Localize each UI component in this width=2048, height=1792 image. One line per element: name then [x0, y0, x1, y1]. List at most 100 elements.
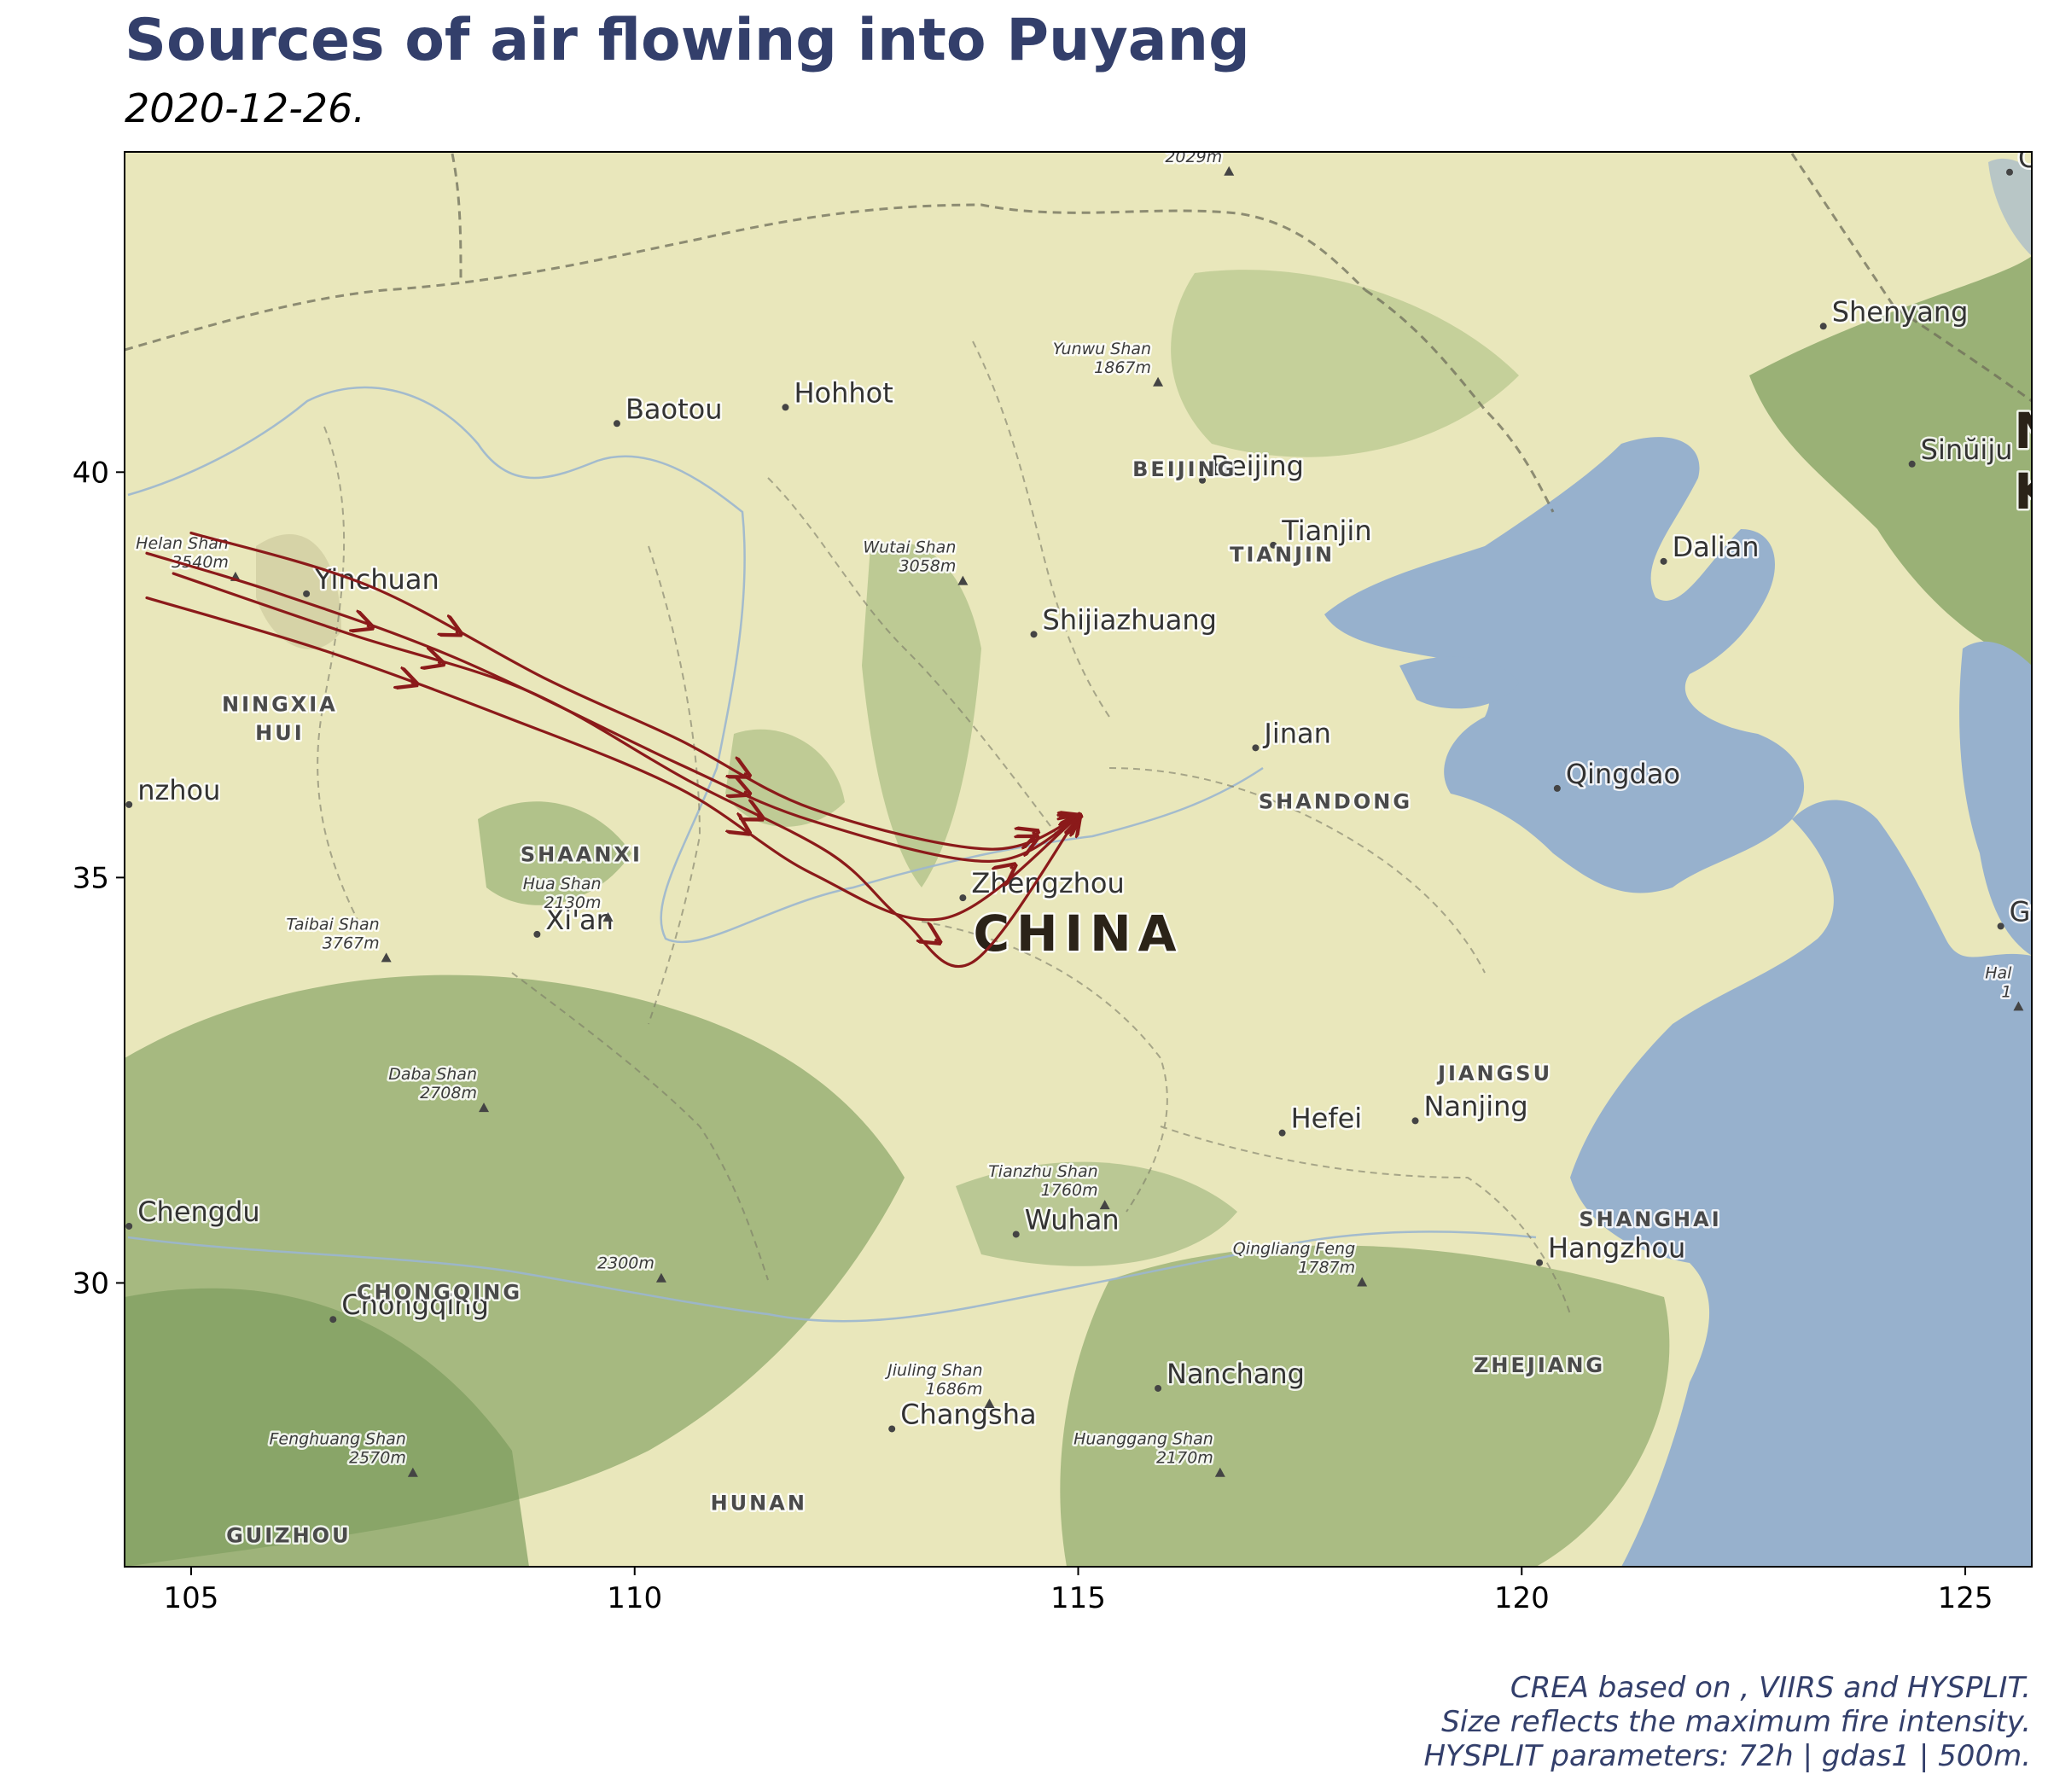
x-tick-label: 105: [164, 1581, 219, 1615]
city-marker: [303, 590, 311, 597]
province-label: SHAANXI: [521, 842, 643, 866]
province-label: GUIZHOU: [226, 1523, 352, 1547]
city-label: Qingdao: [1566, 758, 1680, 790]
peak-elevation: 1686m: [926, 1380, 983, 1399]
x-tick-label: 110: [607, 1581, 662, 1615]
city-marker: [1030, 631, 1038, 638]
province-label: HUI: [255, 721, 305, 745]
city-label: nzhou: [137, 774, 220, 806]
trajectory-arrow: [1010, 866, 1013, 868]
peak-name: Huanggangliang: [1089, 129, 1222, 148]
rivers: [127, 386, 1537, 1323]
city-marker: [2006, 168, 2014, 176]
axes: 105 110 115 120 125 30 35 40: [73, 456, 1993, 1615]
city-label: Yinchuan: [314, 563, 439, 596]
peak-name: Taibai Shan: [286, 915, 379, 934]
peak-elevation: 2708m: [420, 1084, 477, 1103]
peak-name: Tianzhu Shan: [988, 1162, 1097, 1181]
city-marker: [1252, 744, 1260, 752]
city-label: Hefei: [1291, 1103, 1363, 1135]
city-marker: [533, 930, 541, 938]
trajectory-line: [172, 572, 1080, 969]
country-label: CHINA: [973, 905, 1183, 963]
city-label: Baotou: [625, 393, 723, 425]
city-label: Hohhot: [794, 376, 893, 409]
trajectory-arrow: [744, 773, 748, 775]
city-label: Hangzhou: [1548, 1232, 1685, 1265]
trajectory-arrow: [934, 940, 937, 941]
peak-elevation: 3058m: [899, 557, 956, 576]
peak-elevation: 2130m: [544, 893, 602, 912]
city-marker: [782, 404, 789, 411]
city-marker: [888, 1425, 896, 1433]
peak-elevation: 1760m: [1041, 1181, 1098, 1200]
city-marker: [1411, 1117, 1419, 1125]
city-marker: [329, 1316, 337, 1324]
peak-marker: [984, 1398, 995, 1408]
trajectory-arrow: [456, 631, 459, 633]
country-fragment-label: N: [2014, 402, 2048, 460]
province-label: TIANJIN: [1230, 543, 1335, 567]
trajectory-arrow: [438, 662, 441, 663]
place-labels: Shenyang Baotou Hohhot Beijing Tianjin Dalian…: [125, 129, 2048, 1550]
province-label: BEIJING: [1132, 457, 1236, 481]
y-tick-label: 30: [73, 1266, 109, 1300]
terrain-shading: [125, 256, 2032, 1567]
province-label: HUNAN: [711, 1491, 807, 1515]
y-tick-label: 40: [73, 456, 109, 490]
peak-elevation: 2570m: [349, 1449, 406, 1468]
peak-marker: [479, 1103, 490, 1113]
sea-area: [1324, 158, 2032, 1567]
trajectory-layer: [145, 531, 1080, 969]
peak-elevation: 1867m: [1094, 358, 1151, 377]
peak-marker: [1224, 166, 1235, 176]
city-label: Shenyang: [1832, 295, 1969, 328]
peak-marker: [1357, 1277, 1368, 1287]
peak-name: Huanggang Shan: [1073, 1430, 1213, 1449]
map-title: Sources of air flowing into Puyang: [125, 7, 1250, 74]
city-marker: [1908, 460, 1916, 468]
city-label: Tianjin: [1281, 515, 1371, 547]
peak-marker: [957, 575, 969, 585]
city-label: Zhengzhou: [971, 867, 1124, 899]
trajectory-arrow: [411, 683, 415, 684]
province-label: NINGXIA: [222, 693, 338, 717]
city-label: Ch: [2018, 142, 2048, 174]
peak-name: Wutai Shan: [863, 538, 956, 557]
city-label: Chongqing: [341, 1289, 489, 1321]
peak-marker: [1214, 1467, 1225, 1477]
city-marker: [1270, 541, 1277, 549]
map-area: Shenyang Baotou Hohhot Beijing Tianjin Dalian…: [125, 129, 2048, 1567]
x-tick-label: 120: [1494, 1581, 1550, 1615]
city-marker: [613, 420, 620, 428]
peak-elevation: 2170m: [1156, 1449, 1213, 1468]
city-marker: [1997, 922, 2004, 930]
city-label: Changsha: [900, 1398, 1036, 1430]
province-label: JIANGSU: [1436, 1062, 1552, 1085]
city-label: Nanchang: [1167, 1358, 1305, 1390]
peak-name: Yunwu Shan: [1053, 340, 1151, 358]
peak-marker: [1099, 1200, 1110, 1210]
x-tick-label: 125: [1938, 1581, 1993, 1615]
peak-name: Helan Shan: [136, 534, 229, 553]
peak-elevation: 2029m: [1165, 148, 1222, 166]
province-label: SHANDONG: [1259, 790, 1412, 814]
trajectory-line: [145, 551, 1080, 863]
peak-marker: [1153, 376, 1164, 387]
trajectory-end-arrow: [1076, 817, 1078, 819]
city-marker: [1819, 323, 1827, 330]
peak-name: Daba Shan: [388, 1065, 477, 1084]
city-marker: [1660, 557, 1667, 565]
city-marker: [1553, 784, 1561, 792]
peak-marker: [407, 1467, 418, 1477]
city-marker: [125, 1222, 133, 1230]
city-label: Jinan: [1262, 717, 1331, 749]
city-label: Sinŭiju: [1921, 433, 2013, 466]
caption-line-2: Size reflects the maximum fire intensity…: [1441, 1705, 2031, 1739]
city-label: Xi'an: [545, 904, 614, 936]
city-label: Nanjing: [1424, 1090, 1528, 1122]
trajectory-arrow: [367, 625, 370, 626]
peak-elevation: 1787m: [1298, 1258, 1355, 1277]
city-label: Chengdu: [137, 1196, 260, 1228]
